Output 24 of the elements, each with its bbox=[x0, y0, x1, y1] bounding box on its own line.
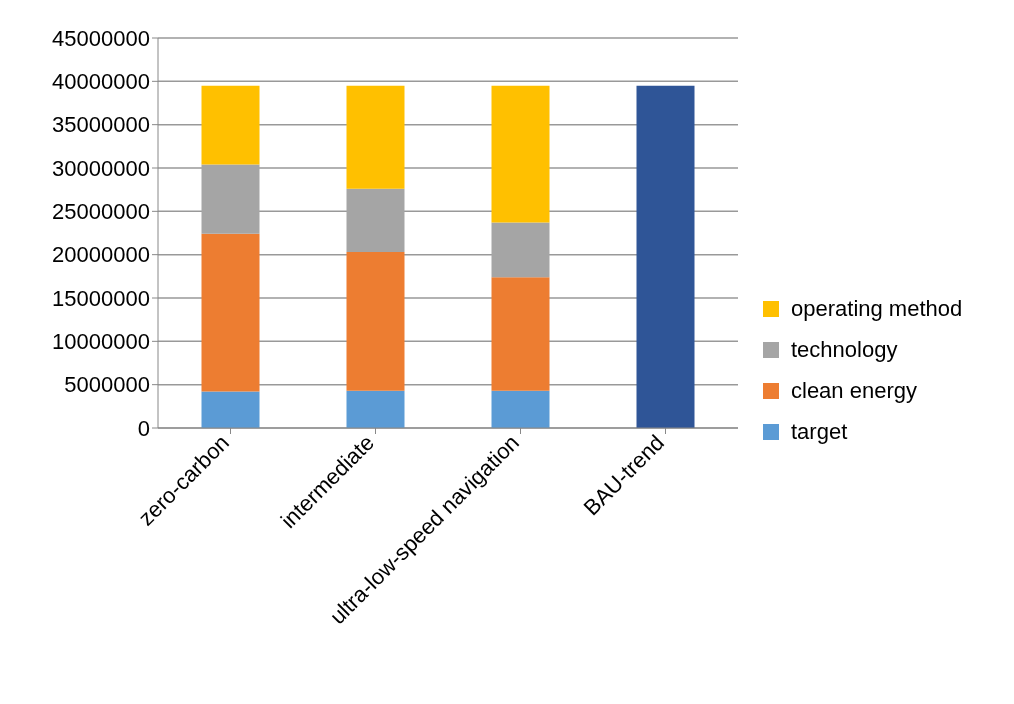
legend-label: operating method bbox=[791, 295, 963, 322]
bar bbox=[346, 85, 405, 189]
y-tick-label: 15000000 bbox=[52, 285, 150, 311]
bar bbox=[201, 85, 260, 165]
bar bbox=[201, 391, 260, 428]
bar bbox=[346, 390, 405, 428]
bar bbox=[201, 233, 260, 392]
legend-label: target bbox=[791, 418, 848, 445]
y-tick-label: 35000000 bbox=[52, 112, 150, 138]
bar bbox=[636, 85, 695, 428]
y-tick-label: 0 bbox=[137, 415, 150, 441]
y-tick-label: 40000000 bbox=[52, 69, 150, 95]
y-tick-label: 45000000 bbox=[52, 25, 150, 51]
y-tick-label: 30000000 bbox=[52, 155, 150, 181]
bar bbox=[491, 390, 550, 428]
legend-label: clean energy bbox=[791, 377, 917, 404]
y-tick-label: 10000000 bbox=[52, 329, 150, 355]
bar bbox=[346, 252, 405, 391]
y-tick-label: 20000000 bbox=[52, 242, 150, 268]
y-tick-label: 25000000 bbox=[52, 199, 150, 225]
bar bbox=[491, 277, 550, 391]
legend-label: technology bbox=[791, 336, 898, 363]
bar bbox=[491, 85, 550, 223]
y-tick-label: 5000000 bbox=[64, 372, 150, 398]
